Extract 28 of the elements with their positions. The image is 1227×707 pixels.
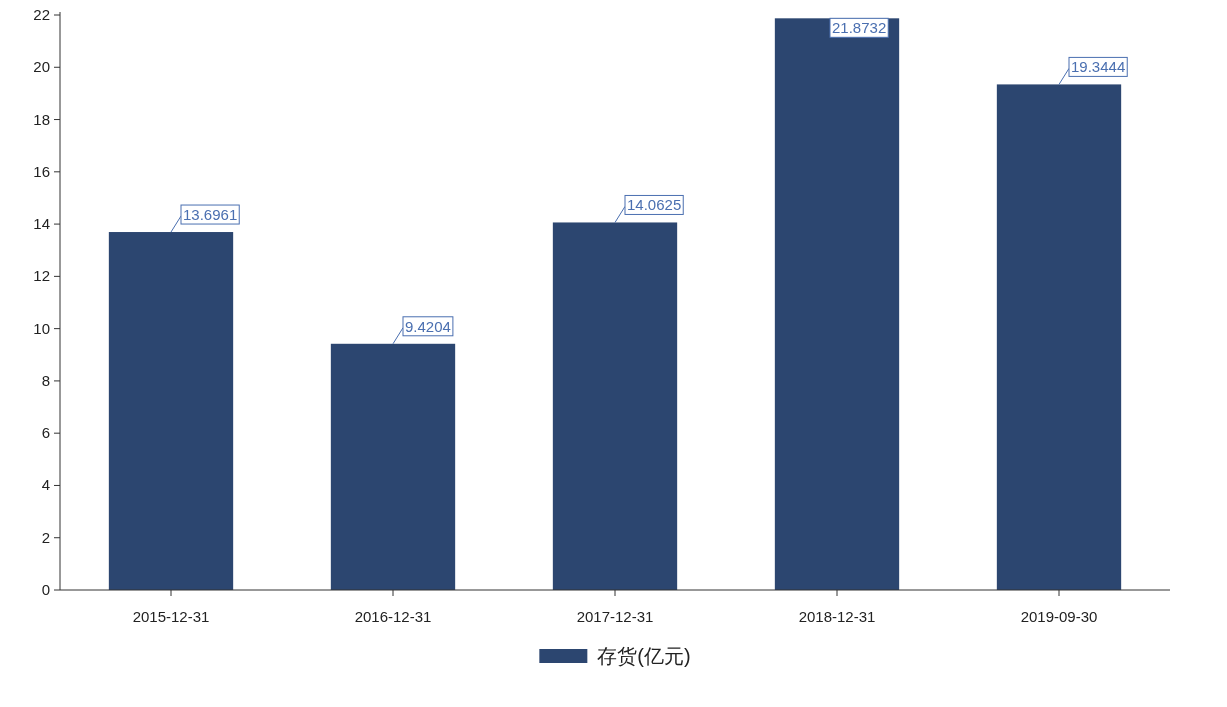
data-label: 19.3444 (1071, 58, 1126, 76)
data-label: 13.6961 (183, 206, 238, 224)
data-label: 9.4204 (405, 317, 451, 335)
x-tick-label: 2017-12-31 (576, 608, 654, 625)
x-tick-label: 2015-12-31 (132, 608, 210, 625)
y-tick-label: 20 (33, 58, 50, 76)
y-tick-label: 0 (41, 581, 50, 598)
bar (996, 84, 1122, 590)
x-tick-label: 2016-12-31 (354, 608, 432, 625)
bar (108, 232, 234, 590)
y-tick-label: 6 (41, 424, 50, 442)
bar (330, 343, 456, 590)
x-tick-label: 2019-09-30 (1020, 608, 1098, 625)
legend-label: 存货(亿元) (597, 645, 691, 667)
y-tick-label: 18 (33, 110, 50, 128)
x-tick-label: 2018-12-31 (798, 608, 876, 625)
y-tick-label: 2 (41, 528, 50, 546)
bar (552, 222, 678, 590)
y-tick-label: 8 (41, 371, 50, 389)
y-tick-label: 16 (33, 162, 50, 180)
y-tick-label: 4 (41, 476, 50, 494)
data-label: 14.0625 (627, 196, 682, 214)
y-tick-label: 14 (33, 215, 50, 233)
y-tick-label: 10 (33, 319, 50, 337)
y-tick-label: 22 (33, 6, 50, 23)
bar (774, 18, 900, 590)
data-label: 21.8732 (832, 19, 887, 37)
y-tick-label: 12 (33, 267, 50, 285)
